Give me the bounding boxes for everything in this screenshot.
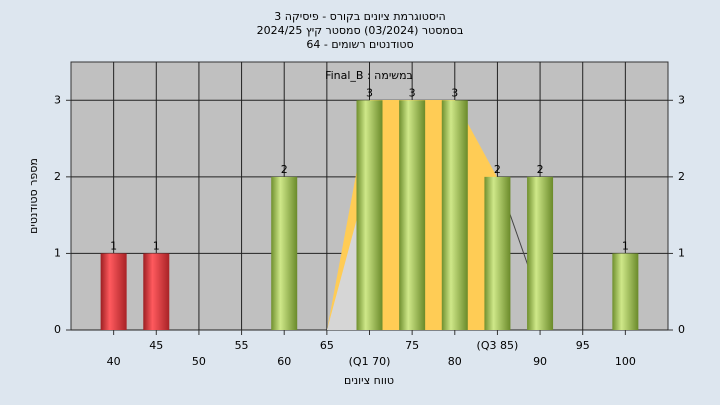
bar <box>527 176 554 330</box>
y-tick-label: 0 <box>54 323 61 336</box>
chart-title: היסטוגרמת ציונים בקורס - פיסיקה 3 <box>274 10 445 23</box>
value-label: 3 <box>366 86 373 99</box>
value-label: 1 <box>153 239 160 252</box>
value-label: 1 <box>622 239 629 252</box>
y-tick-label: 3 <box>678 93 685 106</box>
x-tick-label: 90 <box>533 355 547 368</box>
value-label: 2 <box>494 163 501 176</box>
value-label: 3 <box>451 86 458 99</box>
bar <box>143 253 170 330</box>
x-tick-label: 45 <box>149 339 163 352</box>
x-tick-label: 60 <box>277 355 291 368</box>
bar <box>356 100 383 331</box>
y-tick-label: 0 <box>678 323 685 336</box>
x-tick-label: 100 <box>615 355 636 368</box>
annotation: Final_B : במשימה <box>325 69 413 82</box>
value-label: 1 <box>110 239 117 252</box>
y-tick-label: 1 <box>54 246 61 259</box>
x-tick-label: 80 <box>448 355 462 368</box>
x-tick-label: 75 <box>405 339 419 352</box>
value-label: 3 <box>409 86 416 99</box>
x-tick-label: (Q1 70) <box>349 355 391 368</box>
bars <box>100 100 639 331</box>
y-axis-label: מספר סטודנטים <box>27 158 40 234</box>
bar <box>484 176 511 330</box>
bar <box>612 253 639 330</box>
x-tick-label: 50 <box>192 355 206 368</box>
value-label: 2 <box>537 163 544 176</box>
y-tick-label: 2 <box>54 170 61 183</box>
x-tick-label: 40 <box>107 355 121 368</box>
value-label: 2 <box>281 163 288 176</box>
chart-subtitle: בסמסטר (03/2024) סמסטר קיץ 2024/25 <box>257 24 464 37</box>
y-tick-label: 2 <box>678 170 685 183</box>
x-tick-label: (Q3 85) <box>477 339 519 352</box>
x-tick-label: 55 <box>235 339 249 352</box>
chart-subtitle: סטודנטים רשומים - 64 <box>306 38 413 51</box>
x-axis-label: טווח ציונים <box>344 374 394 387</box>
y-tick-label: 1 <box>678 246 685 259</box>
y-tick-label: 3 <box>54 93 61 106</box>
bar <box>399 100 426 331</box>
bar <box>100 253 127 330</box>
bar <box>441 100 468 331</box>
x-tick-label: 65 <box>320 339 334 352</box>
bar <box>271 176 298 330</box>
x-tick-label: 95 <box>576 339 590 352</box>
